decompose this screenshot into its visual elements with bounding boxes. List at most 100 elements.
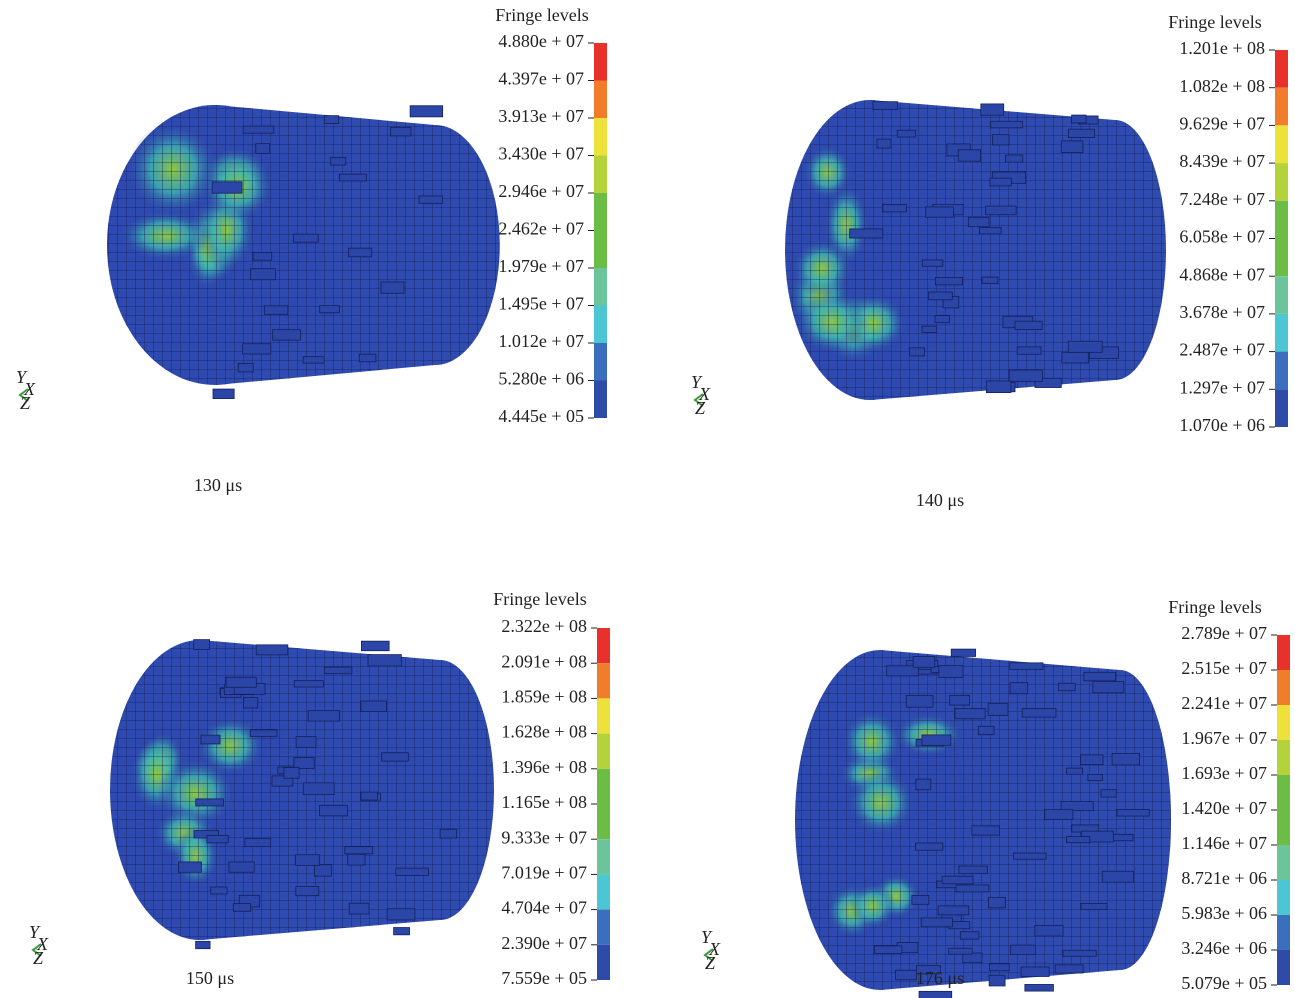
fragment <box>978 726 994 735</box>
fragment <box>331 157 346 165</box>
color-bar-segment <box>1277 915 1290 950</box>
fragment <box>256 645 288 655</box>
fragment <box>906 696 933 708</box>
level-label: 1.070e + 06 <box>1179 415 1265 435</box>
fragment <box>1058 683 1075 690</box>
fragment <box>990 178 1011 186</box>
level-label: 2.241e + 07 <box>1181 693 1267 713</box>
model-face-mesh <box>107 105 323 385</box>
level-label: 2.946e + 07 <box>498 181 584 201</box>
fragment <box>361 792 377 800</box>
fragment <box>951 649 975 656</box>
color-bar-segment <box>597 628 610 663</box>
fragment <box>229 862 254 872</box>
level-label: 3.678e + 07 <box>1179 302 1265 322</box>
level-label: 8.721e + 06 <box>1181 868 1267 888</box>
fragment <box>381 282 404 293</box>
level-label: 1.967e + 07 <box>1181 728 1267 748</box>
legend-title: Fringe levels <box>1168 12 1261 32</box>
color-bar-segment <box>597 734 610 769</box>
fragment <box>1088 774 1103 780</box>
fragment <box>295 855 319 866</box>
fragment <box>1005 155 1022 162</box>
fragment <box>1045 810 1073 820</box>
fragment <box>319 805 347 816</box>
color-bar-segment <box>594 43 607 81</box>
fragment <box>968 217 989 226</box>
caption: 130 μs <box>194 475 242 495</box>
fragment <box>294 758 314 769</box>
level-label: 2.515e + 07 <box>1181 658 1267 678</box>
color-bar-segment <box>594 231 607 269</box>
color-bar-segment <box>1275 201 1288 239</box>
level-label: 4.880e + 07 <box>498 31 584 51</box>
color-bar-segment <box>1275 88 1288 126</box>
fragment <box>913 657 935 668</box>
fragment <box>294 681 323 687</box>
fragment <box>243 344 271 354</box>
fragment <box>233 904 250 912</box>
fragment <box>410 106 443 117</box>
caption: 140 μs <box>916 490 964 510</box>
fragment <box>896 970 917 979</box>
fragment <box>387 909 415 920</box>
level-label: 1.693e + 07 <box>1181 763 1267 783</box>
fragment <box>874 946 902 954</box>
fragment <box>922 326 937 332</box>
fragment <box>1084 672 1116 681</box>
level-label: 2.091e + 08 <box>501 651 587 671</box>
fragment <box>178 862 201 872</box>
fragment <box>368 655 401 666</box>
color-bar-segment <box>597 945 610 980</box>
fragment <box>1101 790 1116 797</box>
color-bar-segment <box>594 268 607 306</box>
level-label: 2.390e + 07 <box>501 933 587 953</box>
level-label: 4.397e + 07 <box>498 69 584 89</box>
fragment <box>284 768 299 779</box>
fragment <box>345 847 373 854</box>
fragment <box>989 964 1009 971</box>
fragment <box>1081 903 1107 909</box>
fragment <box>950 695 970 705</box>
level-label: 1.420e + 07 <box>1181 798 1267 818</box>
level-label: 2.322e + 08 <box>501 616 587 636</box>
fragment <box>1055 965 1083 973</box>
fragment <box>850 229 883 238</box>
fragment <box>361 641 389 651</box>
fragment <box>926 207 954 217</box>
color-bar-segment <box>597 874 610 909</box>
level-label: 5.280e + 06 <box>498 369 584 389</box>
color-bar-segment <box>1275 389 1288 427</box>
level-label: 2.789e + 07 <box>1181 623 1267 643</box>
caption: 150 μs <box>186 968 234 988</box>
fragment <box>196 799 224 806</box>
level-label: 4.704e + 07 <box>501 898 587 918</box>
mesh-model <box>785 100 1166 400</box>
fragment <box>296 737 316 748</box>
fragment <box>1035 925 1063 936</box>
color-bar-segment <box>597 698 610 733</box>
level-label: 2.487e + 07 <box>1179 340 1265 360</box>
fragment <box>1010 683 1028 694</box>
fragment <box>935 316 950 323</box>
fragment <box>391 127 411 136</box>
level-label: 6.058e + 07 <box>1179 227 1265 247</box>
fragment <box>988 897 1005 908</box>
level-label: 1.979e + 07 <box>498 256 584 276</box>
color-bar-segment <box>597 769 610 804</box>
fragment <box>1112 753 1140 765</box>
color-bar-segment <box>1277 635 1290 670</box>
fragment <box>921 918 952 927</box>
fragment <box>897 130 915 137</box>
fragment <box>981 104 1004 115</box>
model-face-mesh <box>795 650 965 990</box>
fragment <box>1017 347 1041 354</box>
color-bar-segment <box>1275 276 1288 314</box>
fragment <box>1011 945 1036 954</box>
level-label: 4.868e + 07 <box>1179 264 1265 284</box>
fragment <box>394 928 410 935</box>
color-bar-segment <box>594 156 607 194</box>
color-bar-segment <box>1275 125 1288 163</box>
level-label: 8.439e + 07 <box>1179 151 1265 171</box>
color-bar-segment <box>594 343 607 381</box>
